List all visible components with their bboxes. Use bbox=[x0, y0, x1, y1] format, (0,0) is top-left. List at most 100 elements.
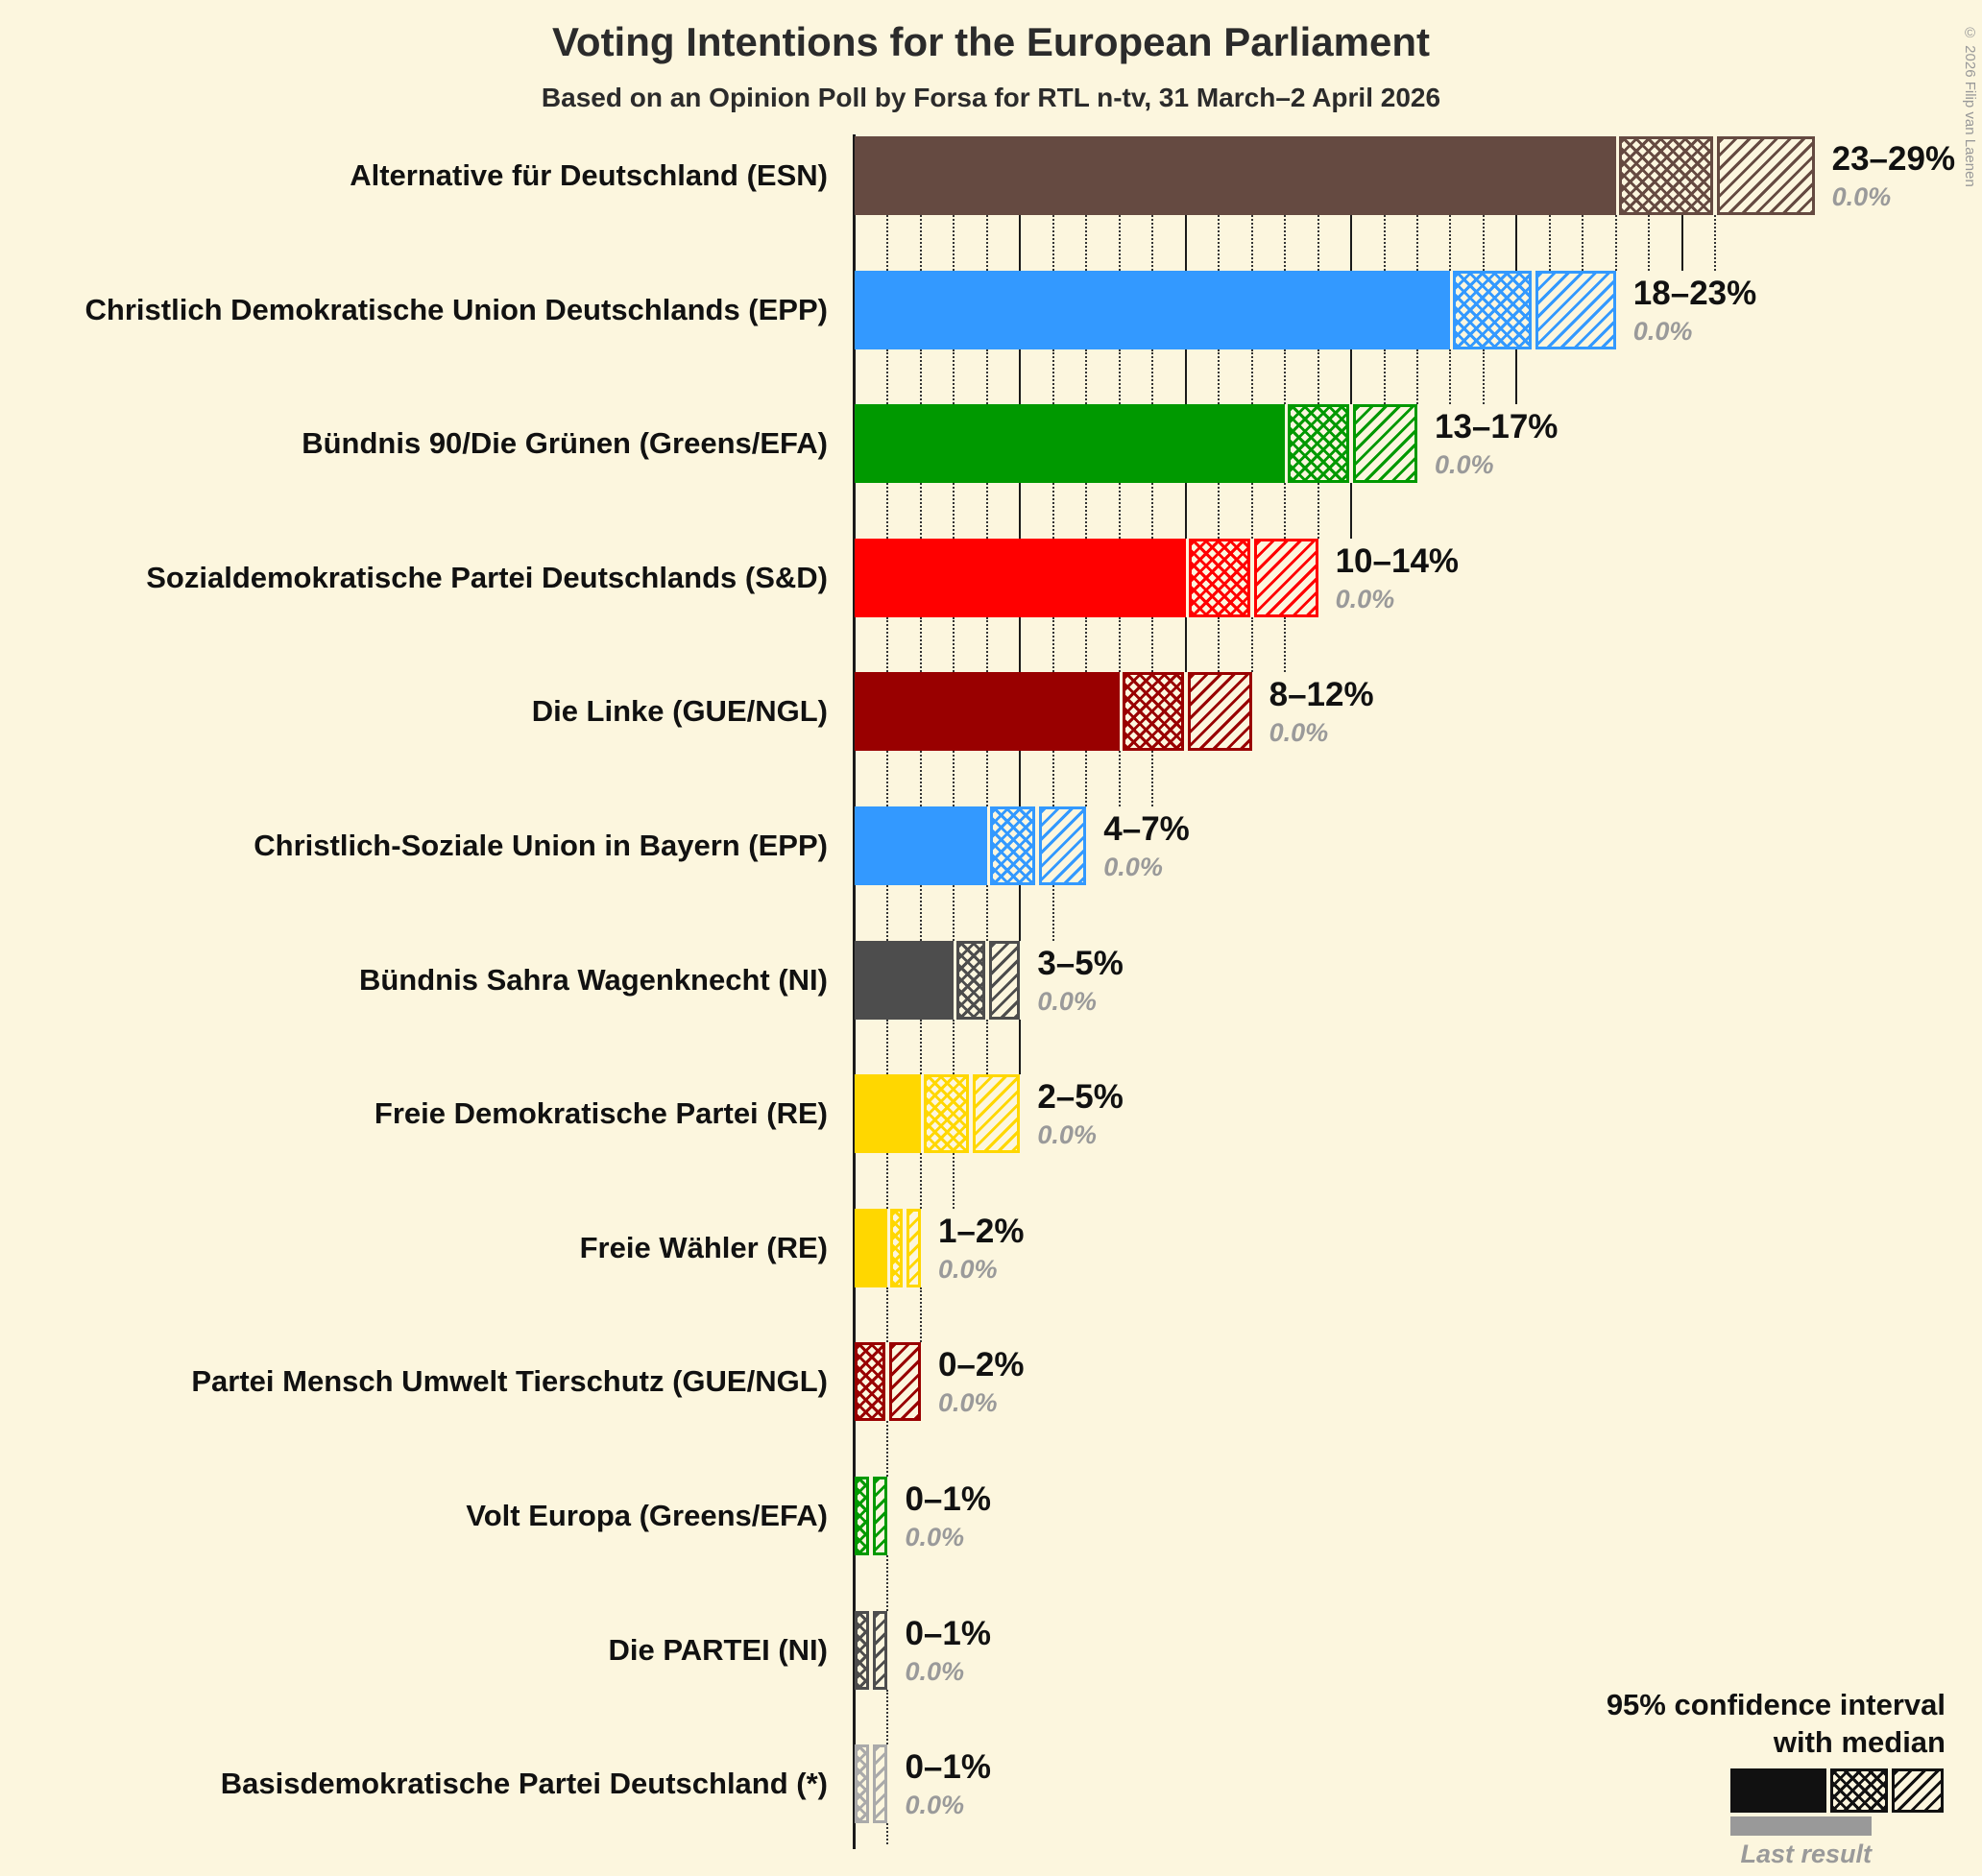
party-label: Freie Wähler (RE) bbox=[579, 1230, 828, 1264]
major-gridline bbox=[1184, 483, 1187, 539]
minor-gridline bbox=[1085, 349, 1088, 405]
minor-gridline bbox=[886, 1421, 889, 1477]
minor-gridline bbox=[953, 885, 955, 941]
minor-gridline bbox=[886, 751, 889, 806]
last-result-label: 0.0% bbox=[1335, 584, 1395, 613]
legend-diagonal-segment bbox=[1892, 1768, 1944, 1813]
minor-gridline bbox=[886, 1555, 889, 1611]
bar-ci-diagonal bbox=[1353, 404, 1417, 484]
minor-gridline bbox=[1714, 215, 1717, 271]
minor-gridline bbox=[1051, 349, 1054, 405]
minor-gridline bbox=[1383, 215, 1386, 271]
minor-gridline bbox=[886, 1153, 889, 1209]
minor-gridline bbox=[985, 751, 988, 806]
bar-ci-diagonal bbox=[972, 1074, 1021, 1154]
bar-ci-diagonal bbox=[873, 1477, 888, 1555]
minor-gridline bbox=[1118, 215, 1121, 271]
major-gridline bbox=[1350, 349, 1353, 405]
range-label: 23–29% bbox=[1831, 140, 1956, 178]
minor-gridline bbox=[1051, 483, 1054, 539]
minor-gridline bbox=[1482, 215, 1485, 271]
minor-gridline bbox=[1284, 616, 1287, 673]
copyright-text: © 2026 Filip van Laenen bbox=[1962, 25, 1978, 187]
minor-gridline bbox=[886, 349, 889, 405]
bar-ci-diagonal bbox=[1535, 270, 1616, 349]
minor-gridline bbox=[953, 1153, 955, 1209]
legend-crosshatch-segment bbox=[1830, 1768, 1888, 1813]
bar-ci-diagonal bbox=[873, 1610, 888, 1690]
range-label: 10–14% bbox=[1335, 541, 1460, 580]
last-result-label: 0.0% bbox=[937, 1254, 998, 1284]
minor-gridline bbox=[919, 349, 922, 405]
minor-gridline bbox=[886, 215, 889, 271]
last-result-label: 0.0% bbox=[905, 1656, 965, 1686]
minor-gridline bbox=[1051, 885, 1054, 941]
minor-gridline bbox=[1085, 483, 1088, 539]
minor-gridline bbox=[919, 483, 922, 539]
bar-solid-segment bbox=[855, 806, 987, 885]
minor-gridline bbox=[886, 616, 889, 673]
bar-ci-crosshatch bbox=[855, 1477, 870, 1555]
minor-gridline bbox=[1151, 349, 1154, 405]
minor-gridline bbox=[953, 1019, 955, 1075]
party-label: Volt Europa (Greens/EFA) bbox=[466, 1499, 828, 1532]
bar-ci-crosshatch bbox=[923, 1074, 969, 1154]
minor-gridline bbox=[1118, 616, 1121, 673]
major-gridline bbox=[1350, 483, 1353, 539]
legend-line2: with median bbox=[1773, 1725, 1946, 1759]
bar-solid-segment bbox=[855, 404, 1286, 484]
minor-gridline bbox=[1085, 616, 1088, 673]
range-label: 18–23% bbox=[1632, 274, 1757, 312]
minor-gridline bbox=[1317, 349, 1319, 405]
value-labels: 10–14% 0.0% bbox=[1336, 541, 1459, 615]
value-labels: 0–1% 0.0% bbox=[905, 1613, 991, 1688]
bar-ci-diagonal bbox=[889, 1342, 921, 1422]
last-result-label: 0.0% bbox=[905, 1791, 965, 1820]
value-labels: 3–5% 0.0% bbox=[1037, 943, 1124, 1018]
last-result-label: 0.0% bbox=[1269, 718, 1329, 748]
minor-gridline bbox=[1151, 483, 1154, 539]
major-gridline bbox=[1019, 483, 1022, 539]
value-labels: 23–29% 0.0% bbox=[1832, 138, 1955, 213]
minor-gridline bbox=[1250, 483, 1253, 539]
major-gridline bbox=[1019, 885, 1022, 941]
legend-sample-bar bbox=[1730, 1768, 1944, 1813]
range-label: 4–7% bbox=[1103, 810, 1190, 848]
bar-ci-crosshatch bbox=[855, 1744, 870, 1824]
minor-gridline bbox=[919, 885, 922, 941]
minor-gridline bbox=[1317, 215, 1319, 271]
party-label: Bündnis Sahra Wagenknecht (NI) bbox=[358, 962, 828, 997]
party-label: Christlich Demokratische Union Deutschla… bbox=[85, 292, 828, 326]
minor-gridline bbox=[953, 349, 955, 405]
chart-title: Voting Intentions for the European Parli… bbox=[552, 19, 1430, 64]
minor-gridline bbox=[1118, 751, 1121, 806]
minor-gridline bbox=[953, 616, 955, 673]
minor-gridline bbox=[919, 616, 922, 673]
bar-ci-diagonal bbox=[873, 1744, 888, 1824]
minor-gridline bbox=[919, 1019, 922, 1075]
last-result-label: 0.0% bbox=[1434, 450, 1494, 480]
minor-gridline bbox=[1051, 215, 1054, 271]
legend-line1: 95% confidence interval bbox=[1606, 1688, 1946, 1721]
last-result-label: 0.0% bbox=[1103, 853, 1163, 881]
bar-ci-crosshatch bbox=[989, 806, 1035, 885]
bar-solid-segment bbox=[855, 672, 1120, 752]
major-gridline bbox=[1019, 616, 1022, 673]
minor-gridline bbox=[1051, 616, 1054, 673]
range-label: 0–2% bbox=[937, 1346, 1025, 1384]
last-result-label: 0.0% bbox=[1037, 986, 1097, 1016]
bar-ci-crosshatch bbox=[1288, 404, 1350, 484]
minor-gridline bbox=[1415, 349, 1418, 405]
y-axis-line bbox=[853, 134, 856, 1849]
major-gridline bbox=[1350, 215, 1353, 271]
minor-gridline bbox=[1415, 215, 1418, 271]
minor-gridline bbox=[1151, 215, 1154, 271]
minor-gridline bbox=[1051, 751, 1054, 806]
range-label: 0–1% bbox=[905, 1748, 991, 1787]
party-label: Die PARTEI (NI) bbox=[608, 1632, 829, 1667]
bar-solid-segment bbox=[855, 1074, 921, 1154]
bar-ci-diagonal bbox=[1187, 672, 1252, 752]
value-labels: 0–1% 0.0% bbox=[905, 1746, 991, 1821]
party-label: Basisdemokratische Partei Deutschland (*… bbox=[220, 1767, 828, 1801]
